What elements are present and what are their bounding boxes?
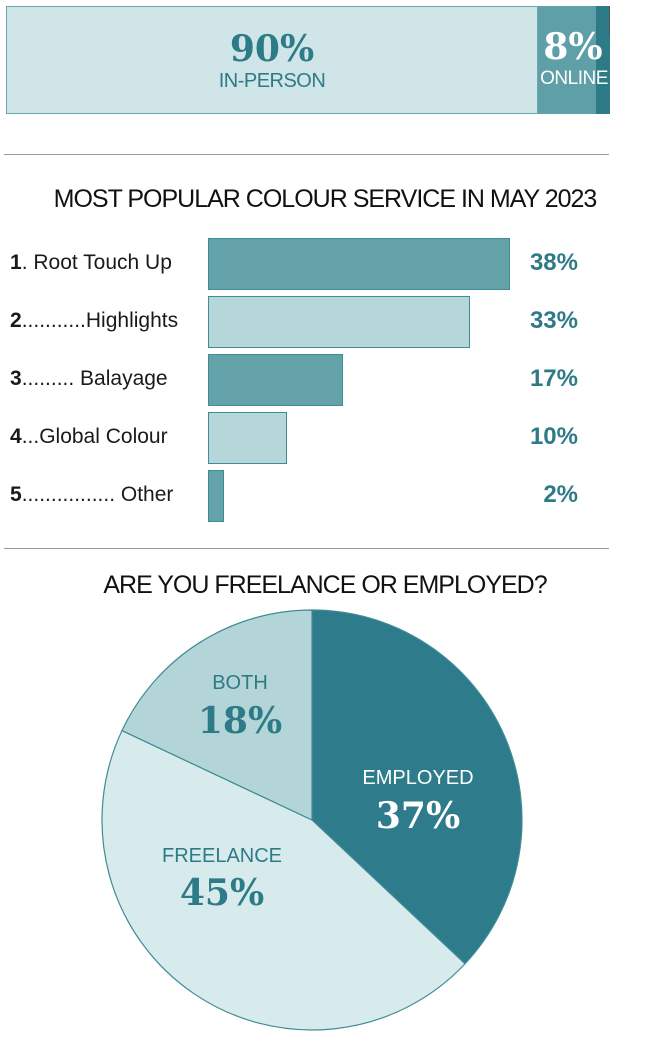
bar-label-5: 5................ Other — [10, 483, 173, 507]
pie-value-employed: 37% — [375, 795, 461, 837]
bar-4 — [208, 412, 287, 464]
online-segment — [538, 6, 596, 114]
pie-value-both: 18% — [197, 700, 283, 742]
bar-category: Highlights — [85, 309, 179, 332]
bar-3 — [208, 354, 343, 406]
bar-value-4: 10% — [529, 423, 578, 450]
pie-label-employed: EMPLOYED — [362, 767, 474, 789]
online-percent: 8% — [543, 26, 603, 68]
bar-rank: 5 — [10, 483, 22, 506]
bar-rank: 4 — [10, 425, 22, 448]
bar-rank: 3 — [10, 367, 22, 390]
bar-label-3: 3......... Balayage — [10, 367, 168, 391]
channel-split-bar: 90% IN-PERSON 8% ONLINE — [6, 6, 610, 114]
bar-category: Balayage — [80, 367, 168, 390]
remaining-segment — [596, 6, 610, 114]
pie-chart — [101, 609, 523, 1031]
online-label: ONLINE — [540, 68, 608, 89]
pie-chart-title: ARE YOU FREELANCE OR EMPLOYED? — [103, 571, 547, 599]
bar-chart-title: MOST POPULAR COLOUR SERVICE IN MAY 2023 — [53, 185, 598, 213]
section-divider — [4, 154, 609, 155]
section-divider — [4, 548, 609, 549]
pie-label-freelance: FREELANCE — [161, 845, 283, 867]
pie-slice-both — [121, 609, 313, 821]
bar-leader-dots: ......... — [21, 367, 81, 390]
bar-label-4: 4...Global Colour — [10, 425, 168, 449]
bar-5 — [208, 470, 224, 522]
bar-label-1: 1. Root Touch Up — [10, 251, 172, 275]
bar-leader-dots: ........... — [21, 309, 86, 332]
bar-value-3: 17% — [529, 365, 578, 392]
bar-value-5: 2% — [543, 481, 578, 508]
in-person-segment — [6, 6, 538, 114]
pie-value-freelance: 45% — [179, 872, 265, 914]
bar-label-2: 2...........Highlights — [10, 309, 178, 333]
bar-2 — [208, 296, 470, 348]
bar-category: Other — [120, 483, 174, 506]
bar-rank: 2 — [10, 309, 22, 332]
bar-1 — [208, 238, 510, 290]
in-person-label: IN-PERSON — [218, 70, 326, 92]
bar-category: Global Colour — [39, 425, 168, 448]
bar-value-1: 38% — [529, 249, 578, 276]
bar-leader-dots: ................ — [21, 483, 121, 506]
bar-value-2: 33% — [529, 307, 578, 334]
pie-slice-freelance — [101, 729, 466, 1031]
bar-rank: 1 — [10, 251, 22, 274]
bar-leader-dots: ... — [21, 425, 40, 448]
pie-label-both: BOTH — [212, 672, 268, 694]
in-person-percent: 90% — [229, 28, 315, 70]
pie-slice-employed — [311, 609, 523, 965]
edge-tick — [609, 6, 610, 36]
bar-category: Root Touch Up — [33, 251, 172, 274]
bar-leader-dots: . — [21, 251, 34, 274]
